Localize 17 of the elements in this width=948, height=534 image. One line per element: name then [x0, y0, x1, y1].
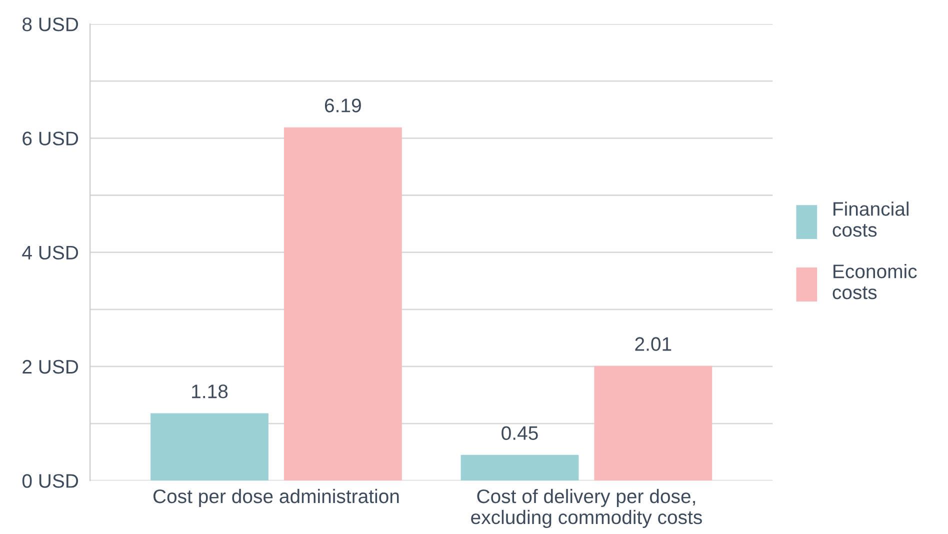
y-tick-label: 6 USD [22, 132, 78, 146]
legend-label: Financial costs [832, 202, 908, 237]
y-tick-label: 2 USD [22, 360, 78, 374]
y-tick-label: 8 USD [22, 18, 78, 32]
y-tick-label: 0 USD [22, 474, 78, 488]
data-label: 0.45 [502, 426, 538, 440]
data-label: 2.01 [635, 337, 672, 351]
data-label: 6.19 [324, 98, 361, 112]
bar [460, 454, 579, 481]
legend-label: Economic costs [832, 264, 917, 300]
bar [284, 127, 402, 481]
data-label: 1.18 [192, 384, 228, 398]
bar [594, 366, 712, 481]
bar [150, 413, 268, 481]
x-tick-label: Cost of delivery per dose, excluding commodity costs [471, 488, 702, 528]
y-tick-label: 4 USD [22, 246, 78, 260]
x-tick-label: Cost per dose administration [153, 488, 399, 508]
